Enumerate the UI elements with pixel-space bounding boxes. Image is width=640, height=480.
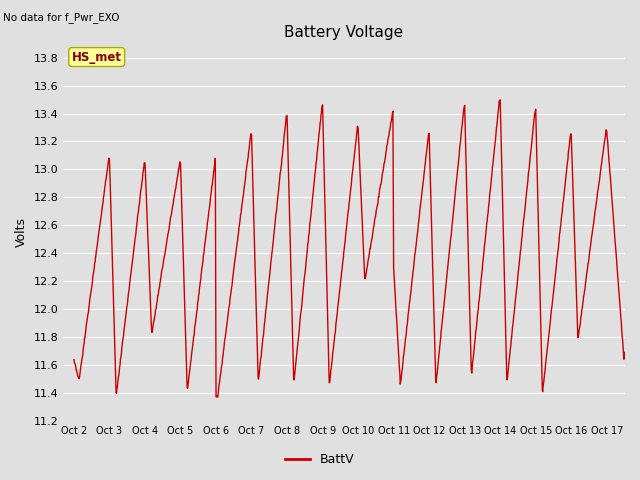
Y-axis label: Volts: Volts xyxy=(15,217,28,248)
Text: HS_met: HS_met xyxy=(72,50,122,63)
Text: No data for f_Pwr_EXO: No data for f_Pwr_EXO xyxy=(3,12,120,23)
Legend: BattV: BattV xyxy=(280,448,360,471)
Title: Battery Voltage: Battery Voltage xyxy=(284,24,403,40)
